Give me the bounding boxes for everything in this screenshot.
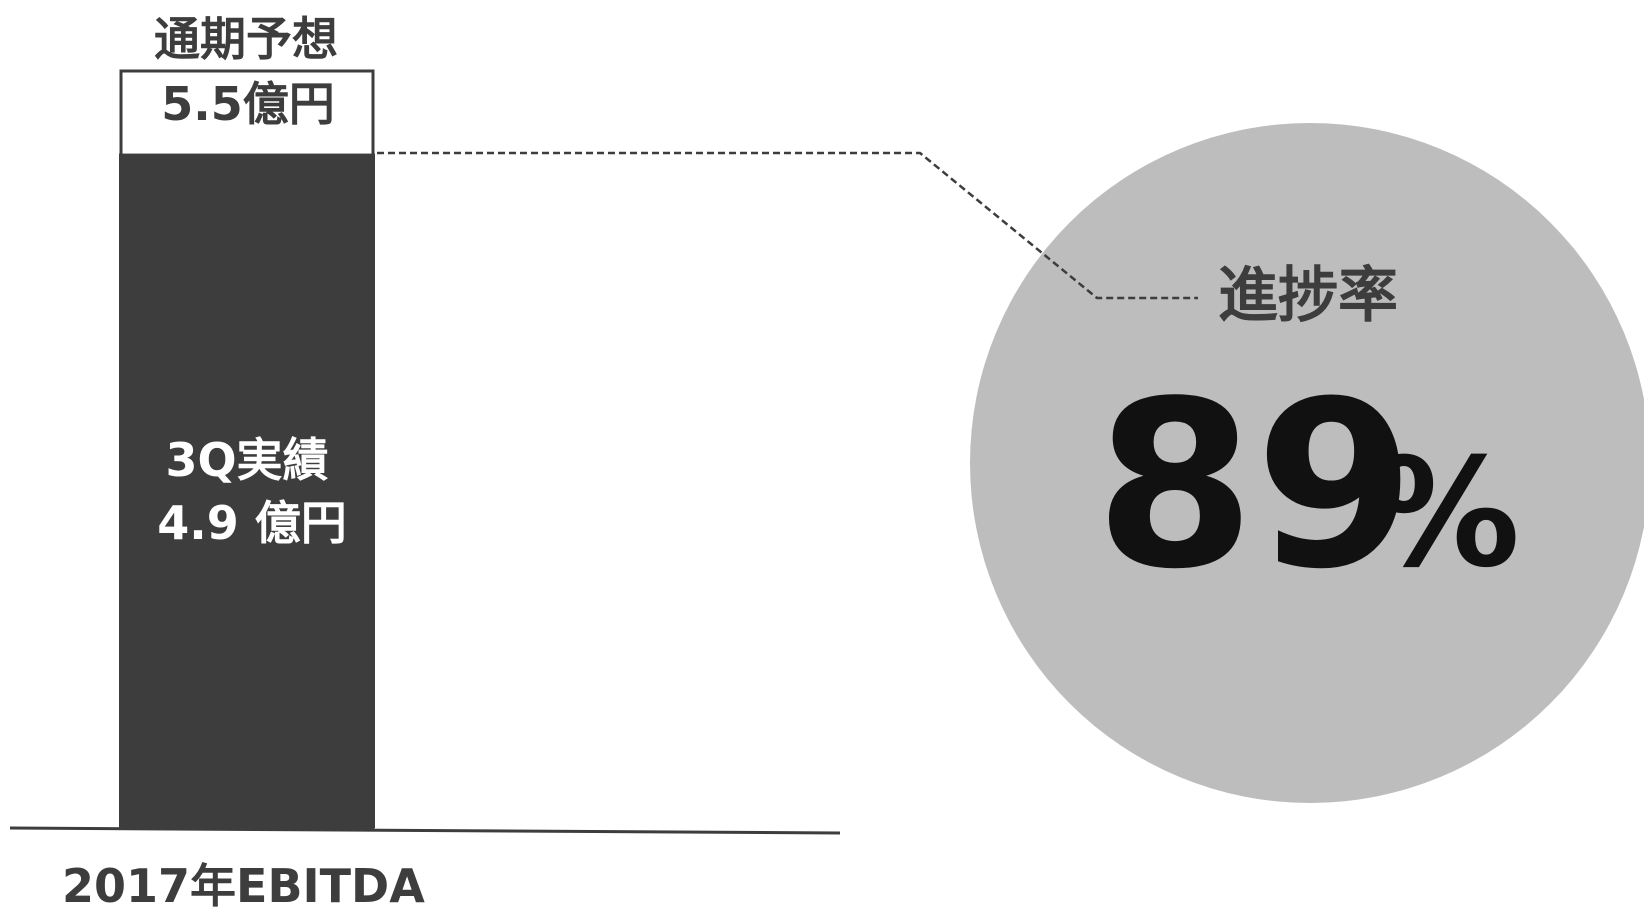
progress-unit: % <box>1370 427 1520 601</box>
actual-bar <box>119 153 375 829</box>
actual-label: 3Q実績 <box>165 433 328 487</box>
x-axis-label: 2017年EBITDA <box>62 859 425 910</box>
progress-label: 進捗率 <box>1218 261 1398 331</box>
progress-circle <box>970 123 1644 803</box>
forecast-label: 通期予想 <box>154 12 338 66</box>
actual-value-label: 4.9 億円 <box>157 496 347 550</box>
progress-number: 89 <box>1095 353 1415 620</box>
forecast-value-label: 5.5億円 <box>161 77 335 131</box>
